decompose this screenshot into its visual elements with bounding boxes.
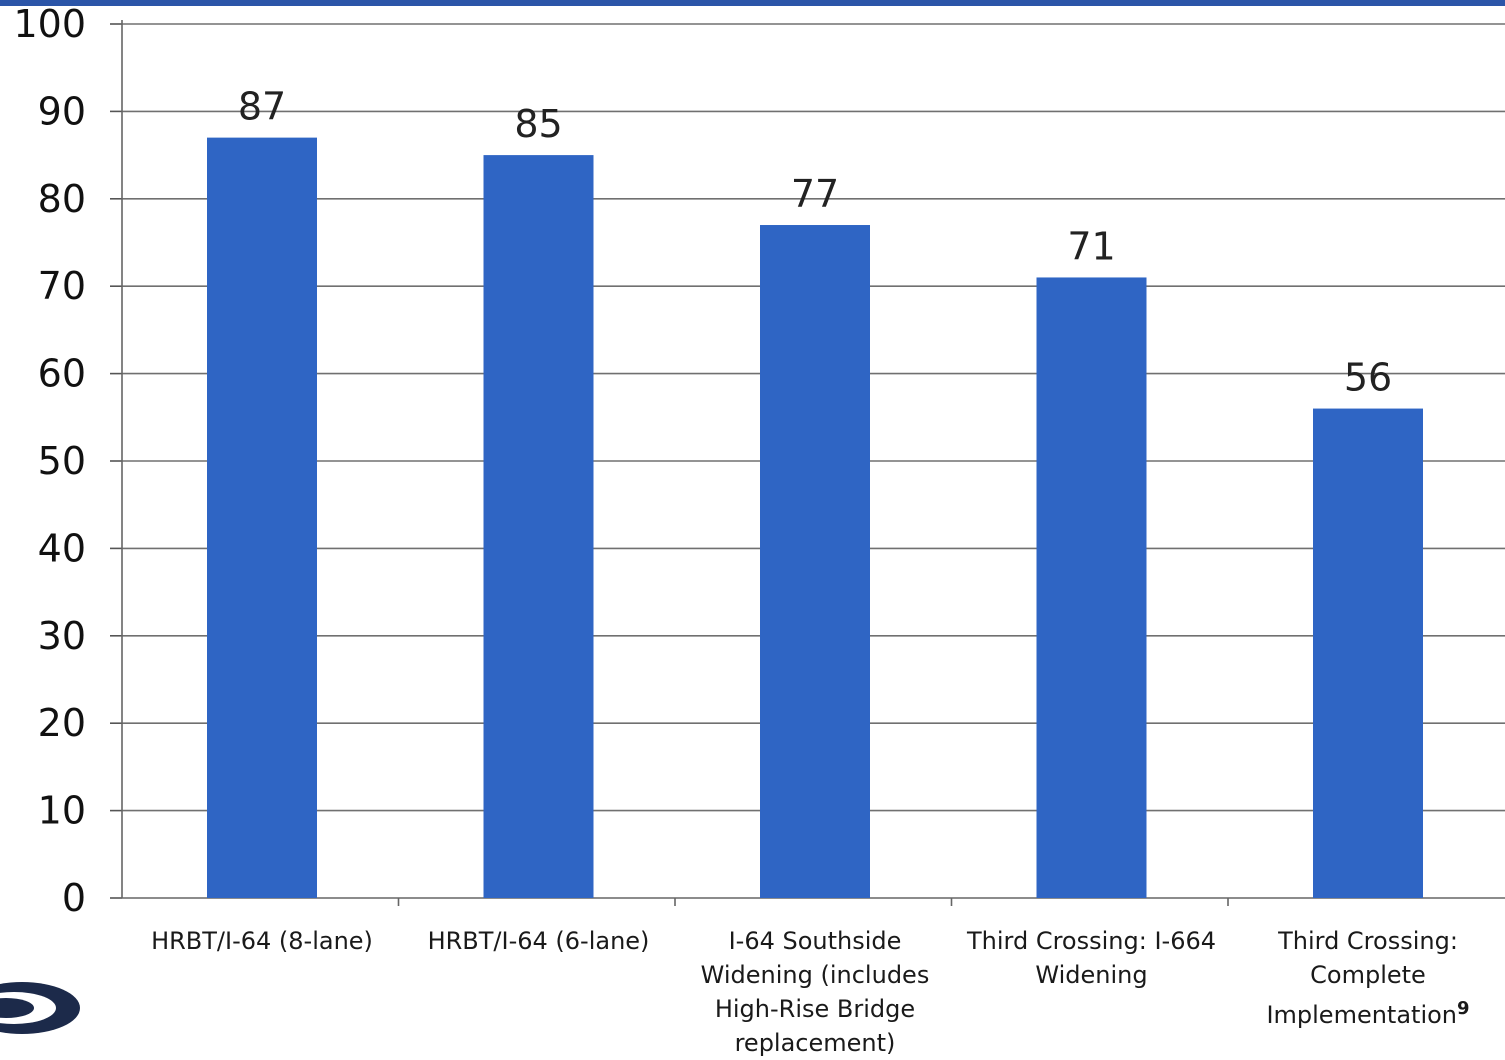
data-label-2: 85 <box>514 102 562 146</box>
top-accent-bar <box>0 0 1505 6</box>
x-tick-label-text-1: HRBT/I-64 (8-lane) <box>151 927 373 955</box>
y-tick-label-80: 80 <box>38 177 86 221</box>
y-tick-label-30: 30 <box>38 614 86 658</box>
gridlines <box>122 23 1505 812</box>
y-tick-label-50: 50 <box>38 439 86 483</box>
bar-3 <box>760 225 870 898</box>
data-label-4: 71 <box>1067 224 1115 268</box>
bars <box>207 137 1423 899</box>
y-tick-label-60: 60 <box>38 352 86 396</box>
x-tick-label-text-4: Third Crossing: I-664 Widening <box>966 927 1216 989</box>
x-tick-label-2: HRBT/I-64 (6-lane) <box>404 924 674 958</box>
x-tick-label-4: Third Crossing: I-664 Widening <box>957 924 1227 992</box>
y-tick-label-20: 20 <box>38 701 86 745</box>
bar-4 <box>1036 277 1147 899</box>
x-tick-label-text-2: HRBT/I-64 (6-lane) <box>427 927 650 955</box>
footnote-marker: 9 <box>1457 998 1470 1019</box>
x-tick-label-3: I-64 Southside Widening (includes High-R… <box>690 924 940 1060</box>
data-label-5: 56 <box>1344 356 1392 400</box>
x-tick-label-text-5: Third Crossing: Complete Implementation <box>1266 927 1458 1029</box>
x-tick-label-5: Third Crossing: Complete Implementation9 <box>1253 924 1483 1032</box>
x-tick-label-1: HRBT/I-64 (8-lane) <box>127 924 397 958</box>
y-tick-label-40: 40 <box>38 526 86 570</box>
y-tick-label-10: 10 <box>38 789 86 833</box>
data-label-3: 77 <box>791 172 839 216</box>
bar-1 <box>207 137 317 898</box>
logo-icon <box>0 982 80 1034</box>
data-labels: 87 85 77 71 56 <box>238 85 1392 400</box>
bar-5 <box>1313 408 1423 898</box>
data-label-1: 87 <box>238 85 286 129</box>
y-tick-label-100: 100 <box>13 2 86 46</box>
y-axis: 0 10 20 30 40 50 60 70 80 90 100 <box>13 2 1505 920</box>
bar-2 <box>483 155 594 899</box>
y-tick-label-90: 90 <box>38 89 86 133</box>
y-tick-label-0: 0 <box>62 876 86 920</box>
x-tick-label-text-3: I-64 Southside Widening (includes High-R… <box>700 927 930 1057</box>
y-tick-label-70: 70 <box>38 264 86 308</box>
